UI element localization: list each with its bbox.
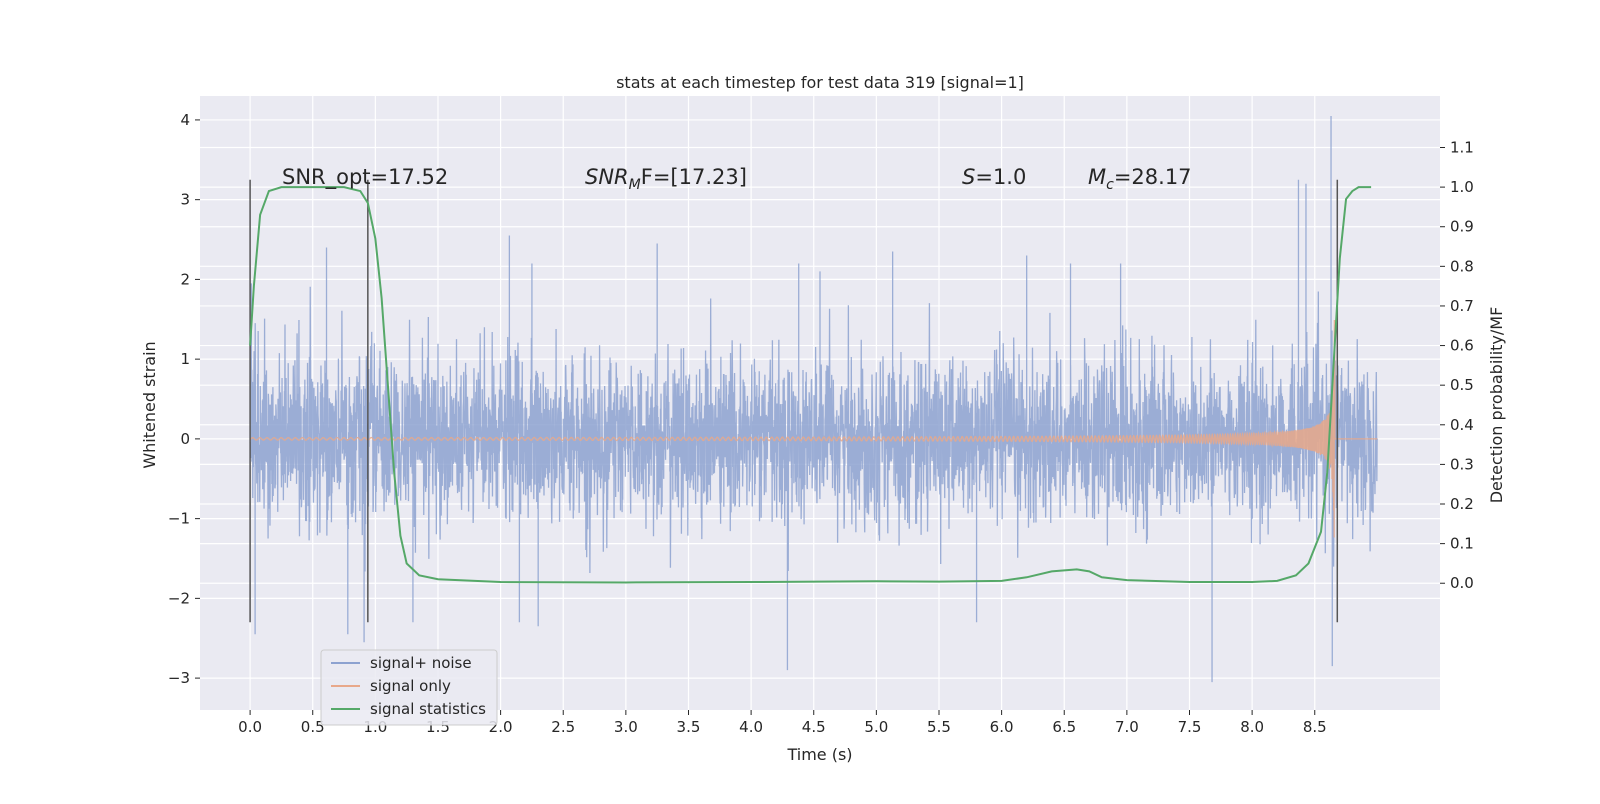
chart-title: stats at each timestep for test data 319…: [616, 73, 1024, 92]
series-signal-statistics: [249, 186, 1372, 584]
y2-tick-label: 0.3: [1450, 455, 1474, 473]
x-tick-label: 5.0: [864, 718, 888, 736]
x-tick-label: 7.5: [1178, 718, 1202, 736]
x-tick-label: 0.0: [238, 718, 262, 736]
y2-tick-label: 1.0: [1450, 178, 1474, 196]
x-tick-label: 8.0: [1240, 718, 1264, 736]
legend: signal+ noise signal only signal statist…: [320, 649, 498, 726]
y-axis-ticks: −3 −2 −1 0 1 2 3 4: [168, 111, 200, 687]
plot-area: [249, 115, 1379, 683]
x-tick-label: 7.0: [1115, 718, 1139, 736]
x-tick-label: 0.5: [301, 718, 325, 736]
snr-mf-rest: F=[17.23]: [641, 165, 747, 189]
x-tick-label: 6.0: [990, 718, 1014, 736]
s-value: =1.0: [975, 165, 1026, 189]
y-tick-label: −3: [168, 669, 190, 687]
snr-mf-sub: M: [629, 177, 641, 193]
x-tick-label: 4.0: [739, 718, 763, 736]
y2-tick-label: 0.2: [1450, 495, 1474, 513]
x-tick-label: 3.5: [677, 718, 701, 736]
y-tick-label: 4: [180, 111, 190, 129]
y2-tick-label: 0.4: [1450, 416, 1474, 434]
y-tick-label: 0: [180, 430, 190, 448]
annotation-s: S=1.0: [962, 165, 1026, 189]
mc-value: =28.17: [1114, 165, 1192, 189]
vertical-markers: [249, 179, 1339, 623]
x-tick-label: 6.5: [1052, 718, 1076, 736]
annotation-snr-opt: SNR_opt=17.52: [282, 165, 448, 190]
y2-tick-label: 0.7: [1450, 297, 1474, 315]
y2-tick-label: 1.1: [1450, 138, 1474, 156]
x-tick-label: 2.5: [551, 718, 575, 736]
series-signal-only: [249, 320, 1378, 538]
annotation-mc: Mc=28.17: [1088, 165, 1192, 193]
y2-tick-label: 0.6: [1450, 337, 1474, 355]
y-tick-label: 1: [180, 350, 190, 368]
y2-axis-label: Detection probability/MF: [1487, 307, 1506, 504]
legend-label-signal-statistics: signal statistics: [370, 700, 486, 718]
legend-box: [320, 649, 498, 726]
y-tick-label: 2: [180, 270, 190, 288]
series-signal-noise: [249, 115, 1379, 683]
x-tick-label: 4.5: [802, 718, 826, 736]
legend-label-signal-only: signal only: [370, 677, 451, 695]
y-tick-label: 3: [180, 191, 190, 209]
y2-tick-label: 0.5: [1450, 376, 1474, 394]
y-tick-label: −2: [168, 589, 190, 607]
y-axis-label: Whitened strain: [140, 341, 159, 468]
mc-sub: c: [1106, 177, 1114, 193]
x-tick-label: 5.5: [927, 718, 951, 736]
y-tick-label: −1: [168, 510, 190, 528]
x-tick-label: 3.0: [614, 718, 638, 736]
annotation-snr-mf: SNRMF=[17.23]: [585, 165, 747, 193]
snr-mf-base: SNR: [585, 165, 629, 189]
mc-symbol: M: [1088, 165, 1106, 189]
y2-tick-label: 0.8: [1450, 257, 1474, 275]
x-axis-label: Time (s): [786, 745, 852, 764]
x-tick-label: 8.5: [1303, 718, 1327, 736]
y2-tick-label: 0.0: [1450, 574, 1474, 592]
legend-label-signal-noise: signal+ noise: [370, 654, 472, 672]
y2-tick-label: 0.1: [1450, 535, 1474, 553]
annotations: SNR_opt=17.52 SNRMF=[17.23] S=1.0 Mc=28.…: [282, 165, 1192, 193]
y2-tick-label: 0.9: [1450, 218, 1474, 236]
y2-axis-ticks: 0.0 0.1 0.2 0.3 0.4 0.5 0.6 0.7 0.8 0.9 1.0 1.1: [1440, 138, 1474, 592]
s-symbol: S: [962, 165, 975, 189]
